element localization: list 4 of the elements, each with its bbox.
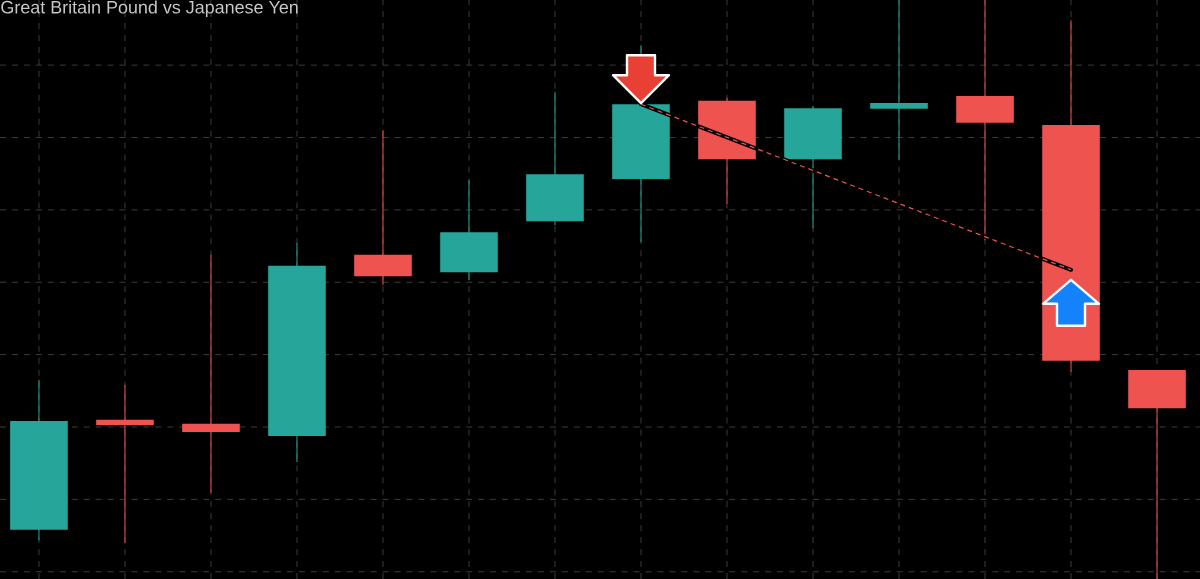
chart-title: Great Britain Pound vs Japanese Yen — [1, 0, 298, 18]
candlestick — [870, 0, 928, 161]
candlestick — [96, 384, 154, 544]
candlestick — [182, 254, 240, 494]
